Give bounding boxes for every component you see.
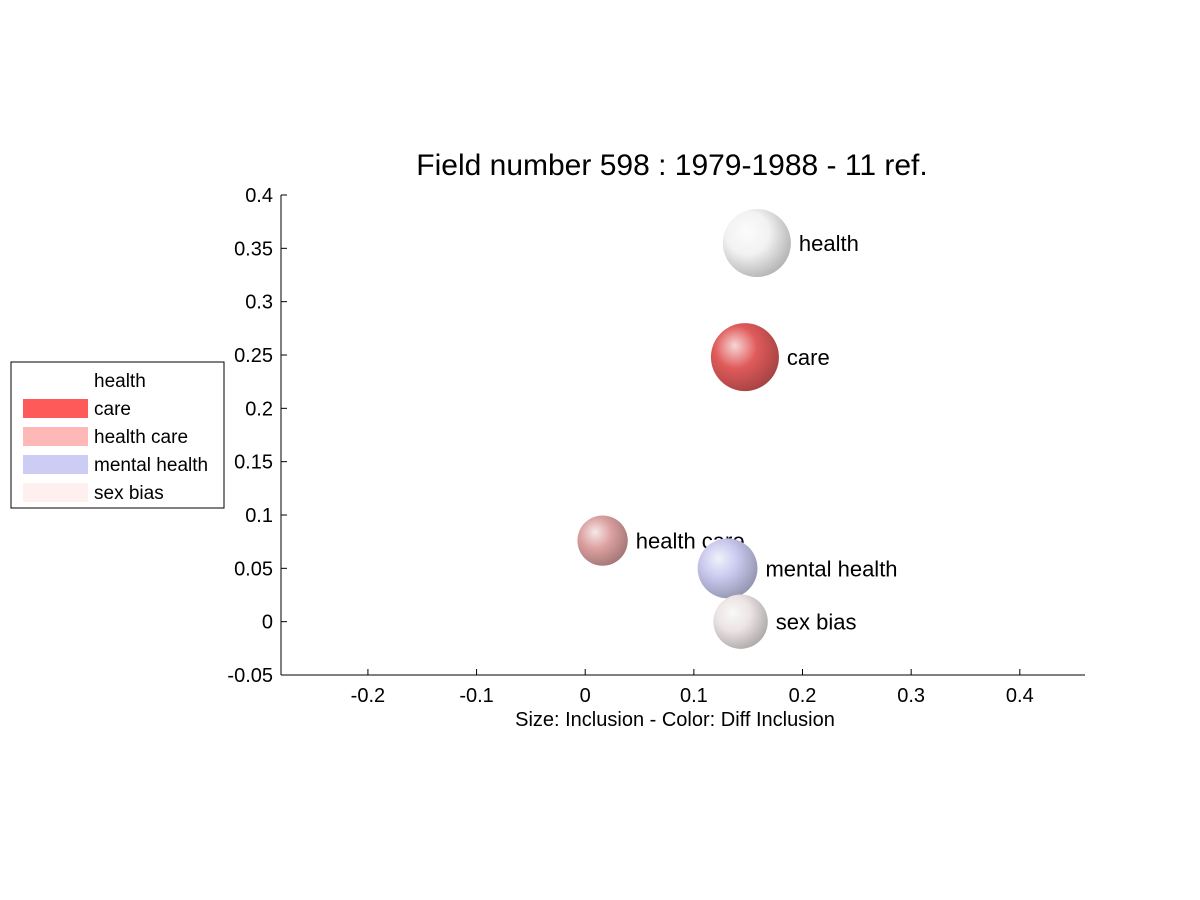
- bubble-label: health: [799, 231, 859, 256]
- x-tick-label: 0.4: [1006, 685, 1034, 707]
- y-tick-label: 0.2: [245, 398, 273, 420]
- chart-title: Field number 598 : 1979-1988 - 11 ref.: [416, 149, 927, 182]
- y-tick-label: 0.35: [234, 238, 273, 260]
- y-tick-label: 0.3: [245, 292, 273, 314]
- y-tick-label: 0.4: [245, 185, 273, 207]
- legend: health care health care mental health sex bi…: [10, 361, 225, 509]
- bubble: [697, 538, 758, 599]
- bubble-label: mental health: [765, 556, 897, 581]
- legend-swatch: [23, 427, 88, 446]
- bubble: [710, 323, 779, 392]
- legend-label: health: [94, 371, 146, 392]
- legend-label: health care: [94, 427, 188, 448]
- x-axis-label: Size: Inclusion - Color: Diff Inclusion: [515, 709, 835, 731]
- bubble: [713, 594, 768, 649]
- x-tick-label: 0.1: [680, 685, 708, 707]
- legend-swatch: [23, 455, 88, 474]
- x-tick-label: 0.3: [897, 685, 925, 707]
- legend-label: mental health: [94, 455, 208, 476]
- legend-swatch: [23, 371, 88, 390]
- x-tick-label: -0.1: [459, 685, 493, 707]
- legend-label: sex bias: [94, 483, 164, 504]
- y-tick-label: 0: [262, 612, 273, 634]
- axes: -0.05 0 0.05 0.1 0.15 0.2 0.25 0.3 0.35 0.4 -0.2 -0…: [227, 185, 1085, 707]
- x-tick-label: 0: [580, 685, 591, 707]
- x-tick-label: -0.2: [351, 685, 385, 707]
- y-tick-label: 0.1: [245, 505, 273, 527]
- legend-swatch: [23, 483, 88, 502]
- y-tick-label: -0.05: [227, 665, 273, 687]
- y-tick-label: 0.05: [234, 558, 273, 580]
- bubble-label: care: [787, 345, 830, 370]
- bubble: [577, 515, 628, 566]
- y-tick-label: 0.15: [234, 452, 273, 474]
- legend-label: care: [94, 399, 131, 420]
- bubble-label: sex bias: [776, 610, 857, 635]
- x-tick-label: 0.2: [789, 685, 817, 707]
- bubble: [722, 209, 791, 277]
- y-tick-label: 0.25: [234, 345, 273, 367]
- legend-swatch: [23, 399, 88, 418]
